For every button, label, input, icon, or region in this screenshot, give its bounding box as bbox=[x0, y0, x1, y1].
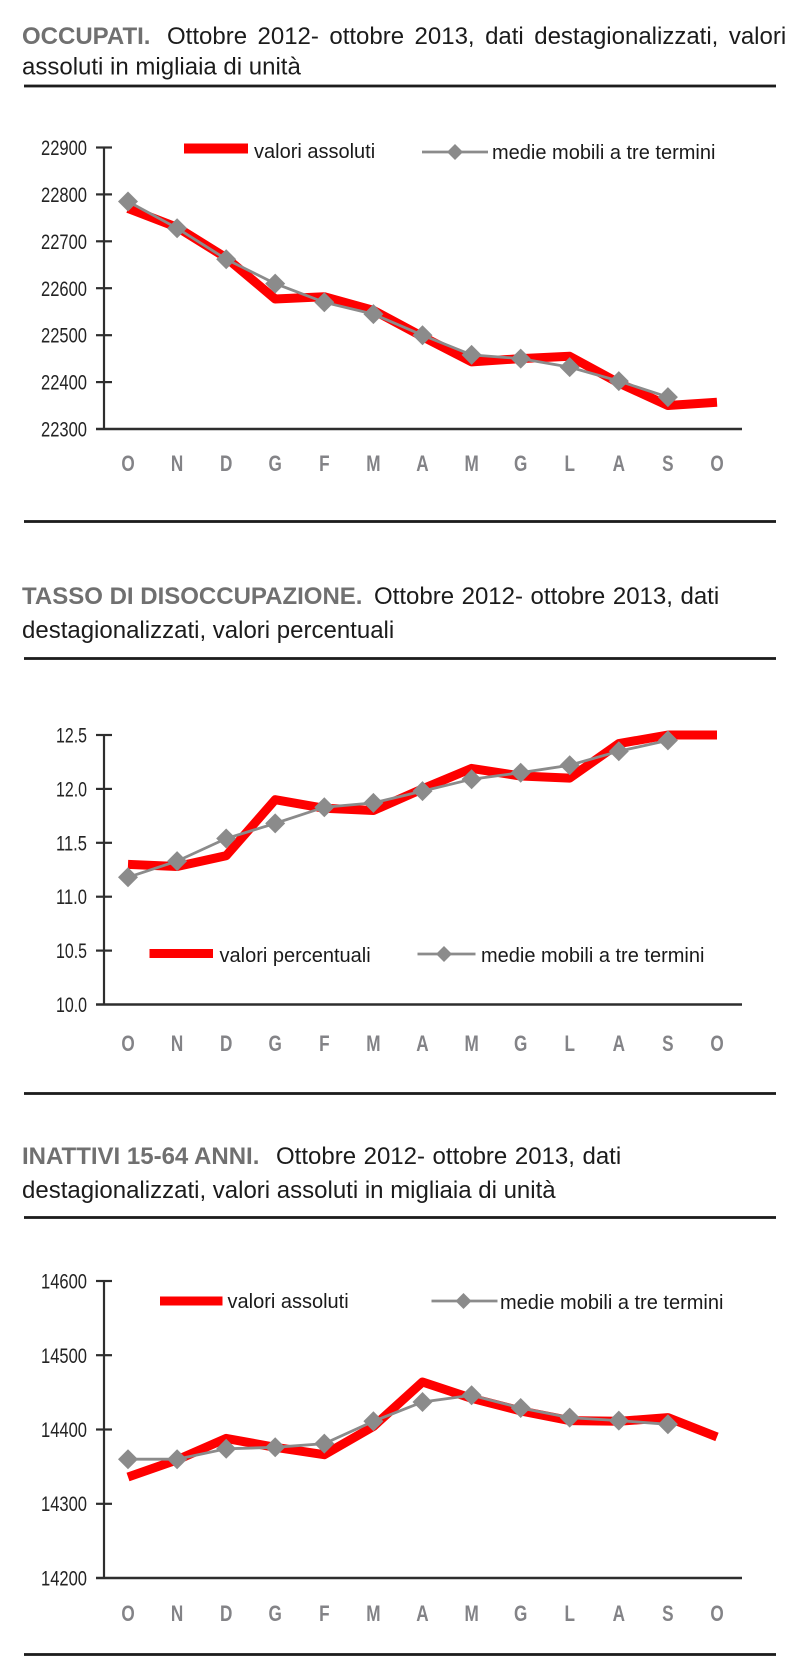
svg-text:G: G bbox=[514, 1602, 527, 1627]
svg-text:A: A bbox=[416, 452, 428, 477]
svg-text:Ottobre 2012- ottobre 2013, da: Ottobre 2012- ottobre 2013, dati destagi… bbox=[167, 23, 786, 50]
svg-text:D: D bbox=[220, 1032, 232, 1057]
svg-text:22900: 22900 bbox=[41, 137, 87, 160]
svg-text:N: N bbox=[171, 1032, 183, 1057]
svg-text:14400: 14400 bbox=[41, 1419, 87, 1442]
svg-text:Ottobre 2012- ottobre 2013, da: Ottobre 2012- ottobre 2013, dati bbox=[276, 1143, 621, 1170]
svg-text:valori assoluti: valori assoluti bbox=[228, 1291, 349, 1313]
svg-text:L: L bbox=[564, 1602, 574, 1627]
svg-text:A: A bbox=[613, 452, 625, 477]
svg-text:11.0: 11.0 bbox=[56, 886, 87, 909]
svg-text:S: S bbox=[662, 1032, 673, 1057]
svg-text:22800: 22800 bbox=[41, 184, 87, 207]
svg-text:A: A bbox=[613, 1602, 625, 1627]
svg-text:M: M bbox=[464, 452, 478, 477]
svg-text:O: O bbox=[710, 452, 723, 477]
svg-text:F: F bbox=[319, 1602, 329, 1627]
svg-text:10.5: 10.5 bbox=[56, 940, 87, 963]
svg-text:medie mobili a tre termini: medie mobili a tre termini bbox=[492, 142, 715, 164]
svg-text:assoluti in migliaia di unità: assoluti in migliaia di unità bbox=[22, 54, 301, 81]
svg-text:TASSO DI DISOCCUPAZIONE.: TASSO DI DISOCCUPAZIONE. bbox=[22, 583, 362, 610]
svg-text:12.5: 12.5 bbox=[56, 725, 87, 748]
svg-text:medie mobili a tre termini: medie mobili a tre termini bbox=[500, 1292, 723, 1314]
svg-text:OCCUPATI.: OCCUPATI. bbox=[22, 23, 150, 50]
svg-text:22300: 22300 bbox=[41, 419, 87, 442]
svg-text:M: M bbox=[464, 1602, 478, 1627]
svg-text:M: M bbox=[366, 452, 380, 477]
svg-text:G: G bbox=[514, 452, 527, 477]
svg-text:M: M bbox=[366, 1602, 380, 1627]
svg-text:N: N bbox=[171, 1602, 183, 1627]
svg-text:INATTIVI 15-64 ANNI.: INATTIVI 15-64 ANNI. bbox=[22, 1143, 259, 1170]
svg-text:22700: 22700 bbox=[41, 231, 87, 254]
svg-text:S: S bbox=[662, 452, 673, 477]
svg-text:valori assoluti: valori assoluti bbox=[254, 141, 375, 163]
svg-text:M: M bbox=[366, 1032, 380, 1057]
svg-text:14600: 14600 bbox=[41, 1271, 87, 1294]
svg-text:22600: 22600 bbox=[41, 278, 87, 301]
svg-text:L: L bbox=[564, 452, 574, 477]
svg-text:O: O bbox=[121, 1032, 134, 1057]
svg-text:A: A bbox=[416, 1602, 428, 1627]
svg-text:G: G bbox=[514, 1032, 527, 1057]
svg-text:14300: 14300 bbox=[41, 1493, 87, 1516]
svg-text:destagionalizzati, valori asso: destagionalizzati, valori assoluti in mi… bbox=[22, 1177, 556, 1204]
svg-text:D: D bbox=[220, 452, 232, 477]
svg-text:A: A bbox=[416, 1032, 428, 1057]
svg-text:11.5: 11.5 bbox=[56, 832, 87, 855]
svg-text:Ottobre 2012- ottobre 2013, da: Ottobre 2012- ottobre 2013, dati bbox=[374, 583, 719, 610]
svg-text:A: A bbox=[613, 1032, 625, 1057]
svg-text:N: N bbox=[171, 452, 183, 477]
svg-text:G: G bbox=[269, 1032, 282, 1057]
svg-text:L: L bbox=[564, 1032, 574, 1057]
svg-text:G: G bbox=[269, 452, 282, 477]
svg-text:O: O bbox=[121, 1602, 134, 1627]
svg-text:O: O bbox=[710, 1602, 723, 1627]
svg-text:14200: 14200 bbox=[41, 1568, 87, 1591]
svg-text:valori percentuali: valori percentuali bbox=[220, 945, 371, 967]
svg-text:14500: 14500 bbox=[41, 1345, 87, 1368]
svg-text:medie mobili a tre termini: medie mobili a tre termini bbox=[481, 945, 704, 967]
svg-text:O: O bbox=[121, 452, 134, 477]
svg-text:D: D bbox=[220, 1602, 232, 1627]
svg-text:F: F bbox=[319, 452, 329, 477]
svg-text:S: S bbox=[662, 1602, 673, 1627]
svg-text:22500: 22500 bbox=[41, 325, 87, 348]
svg-text:M: M bbox=[464, 1032, 478, 1057]
svg-text:12.0: 12.0 bbox=[56, 778, 87, 801]
svg-text:10.0: 10.0 bbox=[56, 994, 87, 1017]
svg-text:F: F bbox=[319, 1032, 329, 1057]
svg-text:22400: 22400 bbox=[41, 372, 87, 395]
svg-text:G: G bbox=[269, 1602, 282, 1627]
svg-text:destagionalizzati, valori perc: destagionalizzati, valori percentuali bbox=[22, 617, 394, 644]
svg-text:O: O bbox=[710, 1032, 723, 1057]
